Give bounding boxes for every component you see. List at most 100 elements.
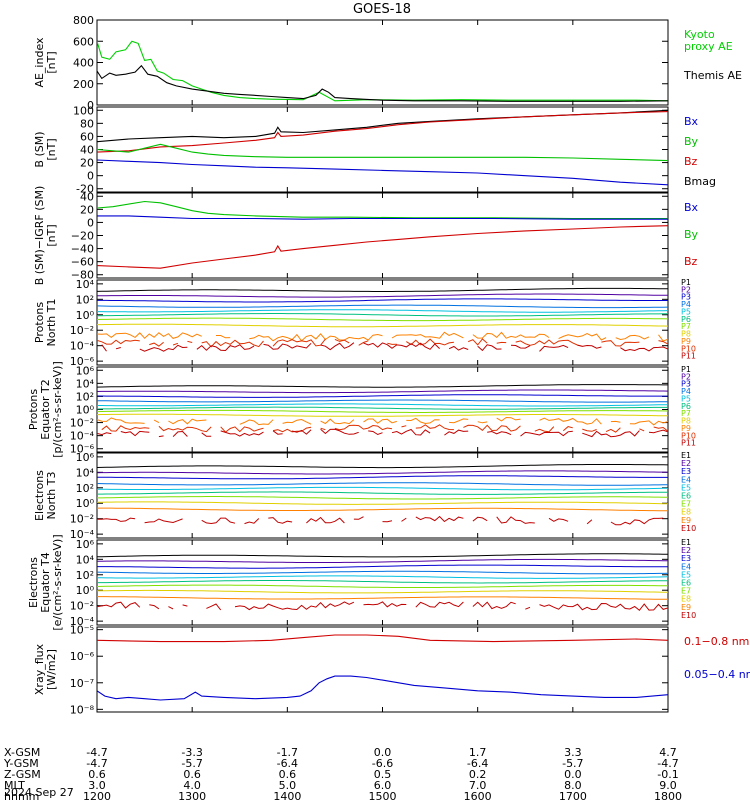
channel-line-e10 xyxy=(97,515,664,526)
y-tick-label: 10⁻⁴ xyxy=(70,528,95,541)
series-line-bmag xyxy=(97,109,668,143)
series-group xyxy=(97,287,668,352)
y-tick-label: 10⁻² xyxy=(70,513,94,526)
y-tick-label: 10⁰ xyxy=(76,404,95,417)
channel-label: P2 xyxy=(681,285,691,294)
y-axis-label: Protons xyxy=(27,389,40,430)
channel-line-p11 xyxy=(97,428,668,438)
channel-line-p8 xyxy=(97,413,668,417)
ephemeris-table: X-GSM -4.7 -3.3 -1.7 0.0 1.7 3.3 4.7 Y-GSM -4.7 -5… xyxy=(3,746,682,800)
y-tick-label: −80 xyxy=(71,269,94,282)
channel-label: P5 xyxy=(681,394,691,403)
ephemeris-value: 1700 xyxy=(559,790,587,800)
channel-label: P7 xyxy=(681,322,691,331)
channel-line-e10 xyxy=(97,601,668,612)
channel-label: P5 xyxy=(681,307,691,316)
channel-label: E6 xyxy=(681,492,691,501)
channel-line-p7 xyxy=(97,409,668,413)
ephemeris-value: -6.6 xyxy=(372,757,393,770)
ephemeris-row-label: MLT xyxy=(4,779,25,792)
y-tick-label: 10⁰ xyxy=(76,309,95,322)
ephemeris-row-label: Z-GSM xyxy=(4,768,41,781)
channel-label: P9 xyxy=(681,337,691,346)
ephemeris-value: -4.7 xyxy=(657,757,678,770)
channel-line-p10 xyxy=(101,424,668,433)
channel-line-e9 xyxy=(97,507,668,512)
channel-label: P8 xyxy=(681,417,691,426)
y-tick-label: 20 xyxy=(80,157,94,170)
ephemeris-value: 6.0 xyxy=(374,779,392,792)
channel-label: E3 xyxy=(681,467,691,476)
channel-label: P9 xyxy=(681,424,691,433)
y-tick-label: 10⁻⁴ xyxy=(70,340,95,353)
channel-label: P1 xyxy=(681,278,691,287)
channel-line-e1 xyxy=(97,553,668,558)
y-tick-label: 10⁶ xyxy=(76,451,95,464)
ephemeris-value: 1400 xyxy=(273,790,301,800)
channel-label: E4 xyxy=(681,475,691,484)
ephemeris-value: -6.4 xyxy=(467,757,488,770)
channel-label: P6 xyxy=(681,402,691,411)
channel-line-e4 xyxy=(97,482,668,486)
series-line-kyoto-proxy-ae xyxy=(97,40,668,102)
channel-label: P2 xyxy=(681,372,691,381)
channel-label: P11 xyxy=(681,352,696,361)
y-tick-label: 10² xyxy=(76,482,94,495)
series-group xyxy=(97,553,668,612)
channel-label: E10 xyxy=(681,611,696,620)
channel-line-p8 xyxy=(97,323,668,328)
channel-line-e2 xyxy=(97,558,668,563)
figure-title: GOES-18 xyxy=(353,2,411,17)
channel-label: E4 xyxy=(681,562,691,571)
ephemeris-value: 3.0 xyxy=(88,779,106,792)
legend-entry: Bz xyxy=(684,255,698,268)
y-tick-label: 100 xyxy=(73,104,94,117)
series-line-by xyxy=(97,200,668,220)
channel-label: E5 xyxy=(681,483,691,492)
ephemeris-value: -4.7 xyxy=(86,746,107,759)
ephemeris-value: 0.6 xyxy=(183,768,201,781)
legend-entry: Bx xyxy=(684,115,699,128)
y-tick-label: 10⁻⁸ xyxy=(70,703,95,716)
y-tick-label: 10² xyxy=(76,293,94,306)
channel-label: E6 xyxy=(681,579,691,588)
series-group xyxy=(97,634,668,701)
y-tick-label: −60 xyxy=(71,256,94,269)
channel-line-p4 xyxy=(97,304,668,309)
series-line-0-05-0-4-nm xyxy=(97,675,668,701)
channel-line-e6 xyxy=(97,491,668,495)
channel-label: E8 xyxy=(681,508,691,517)
series-group xyxy=(97,200,668,269)
y-axis-label: Equator T4 xyxy=(39,552,52,612)
channel-label: E10 xyxy=(681,524,696,533)
series-line-bz xyxy=(97,225,668,269)
series-group xyxy=(97,40,668,102)
ephemeris-value: 9.0 xyxy=(659,779,677,792)
y-axis-label: Electrons xyxy=(33,470,46,521)
channel-line-e5 xyxy=(97,575,668,579)
channel-line-e7 xyxy=(97,584,668,588)
channel-label: E9 xyxy=(681,516,691,525)
y-tick-label: 10⁻⁶ xyxy=(70,443,95,456)
ephemeris-value: -1.7 xyxy=(277,746,298,759)
channel-label: P1 xyxy=(681,365,691,374)
y-tick-label: 10⁻⁴ xyxy=(70,615,95,628)
channel-label: E1 xyxy=(681,451,691,460)
channel-label: P6 xyxy=(681,315,691,324)
channel-line-e3 xyxy=(97,564,668,569)
ephemeris-value: -3.3 xyxy=(181,746,202,759)
channel-line-p2 xyxy=(97,293,668,298)
channel-line-p6 xyxy=(97,313,668,317)
channel-line-e8 xyxy=(97,501,668,505)
y-tick-label: 10² xyxy=(76,390,94,403)
ephemeris-value: -5.7 xyxy=(562,757,583,770)
ephemeris-value: 7.0 xyxy=(469,779,487,792)
y-tick-label: −20 xyxy=(71,230,94,243)
channel-label: P7 xyxy=(681,409,691,418)
y-axis-label: [nT] xyxy=(45,224,58,246)
series-group xyxy=(97,384,668,438)
legend-entry: Kyoto xyxy=(684,28,715,41)
ephemeris-value: 3.3 xyxy=(564,746,582,759)
